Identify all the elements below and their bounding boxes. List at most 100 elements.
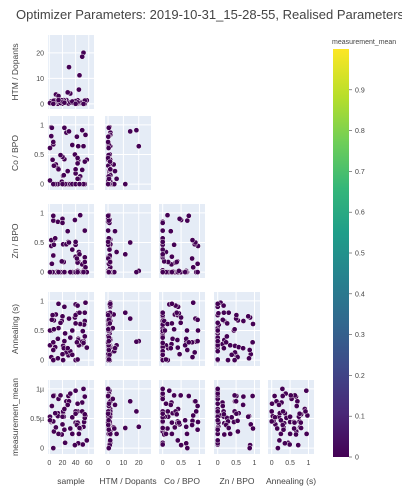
data-point bbox=[112, 402, 118, 408]
data-point bbox=[106, 351, 113, 358]
panel-r3-c0 bbox=[47, 292, 94, 366]
data-point bbox=[249, 339, 256, 346]
data-point bbox=[66, 128, 72, 135]
data-point bbox=[296, 410, 303, 417]
x-tick-label: 20 bbox=[59, 460, 67, 467]
data-point bbox=[81, 309, 88, 316]
data-point bbox=[112, 228, 118, 235]
data-point bbox=[194, 316, 201, 323]
data-point bbox=[184, 431, 190, 437]
data-point bbox=[55, 166, 62, 173]
data-point bbox=[228, 351, 235, 358]
data-point bbox=[69, 414, 76, 421]
data-point bbox=[50, 393, 57, 399]
data-point bbox=[214, 356, 221, 363]
colorbar-tick-label: 0.4 bbox=[355, 291, 365, 298]
data-point bbox=[268, 408, 275, 415]
data-point bbox=[240, 393, 247, 400]
data-point bbox=[173, 259, 180, 265]
data-point bbox=[55, 269, 62, 275]
data-point bbox=[47, 269, 53, 275]
data-point bbox=[81, 333, 88, 340]
data-point bbox=[159, 246, 166, 253]
data-point bbox=[79, 127, 86, 134]
data-point bbox=[49, 260, 55, 267]
data-point bbox=[61, 406, 68, 412]
data-point bbox=[245, 413, 252, 420]
data-point bbox=[169, 300, 175, 307]
data-point bbox=[176, 268, 182, 274]
data-point bbox=[246, 445, 253, 451]
data-point bbox=[279, 393, 286, 399]
data-point bbox=[49, 124, 55, 131]
data-point bbox=[194, 338, 201, 344]
data-point bbox=[107, 166, 114, 173]
data-point bbox=[105, 312, 111, 318]
data-point bbox=[195, 327, 201, 334]
data-point bbox=[159, 441, 166, 448]
data-point bbox=[82, 132, 89, 138]
data-point bbox=[69, 327, 76, 334]
data-point bbox=[51, 162, 57, 169]
data-point bbox=[55, 335, 61, 342]
y-tick-label: 0 bbox=[40, 270, 44, 277]
data-point bbox=[64, 402, 71, 408]
data-point bbox=[106, 320, 113, 327]
colorbar-tick-label: 0.3 bbox=[355, 332, 365, 339]
data-point bbox=[47, 145, 53, 151]
data-point bbox=[221, 309, 227, 316]
data-point bbox=[81, 227, 88, 234]
data-point bbox=[177, 319, 184, 326]
data-point bbox=[190, 264, 197, 271]
x-axis-title: Co / BPO bbox=[164, 476, 200, 486]
data-point bbox=[74, 339, 80, 346]
data-point bbox=[52, 235, 59, 242]
data-point bbox=[49, 403, 55, 409]
data-point bbox=[61, 269, 68, 275]
data-point bbox=[50, 139, 57, 145]
panel-r4-c3 bbox=[214, 380, 260, 454]
panel-r3-c1 bbox=[105, 292, 151, 366]
data-point bbox=[122, 251, 129, 258]
x-tick-label: 0 bbox=[106, 460, 110, 467]
data-point bbox=[66, 239, 72, 246]
data-point bbox=[169, 335, 176, 342]
data-point bbox=[122, 181, 129, 187]
data-point bbox=[74, 133, 80, 140]
colorbar-tick-label: 0.9 bbox=[355, 87, 365, 94]
data-point bbox=[61, 124, 68, 131]
data-point bbox=[127, 315, 134, 322]
x-tick-label: 0.5 bbox=[285, 460, 295, 467]
data-point bbox=[167, 402, 174, 408]
data-point bbox=[189, 422, 195, 428]
data-point bbox=[159, 309, 166, 316]
data-point bbox=[49, 312, 56, 318]
data-point bbox=[164, 212, 171, 219]
data-point bbox=[227, 342, 234, 349]
data-point bbox=[223, 339, 229, 346]
data-point bbox=[240, 402, 246, 408]
data-point bbox=[246, 355, 252, 362]
data-point bbox=[127, 239, 134, 246]
data-point bbox=[214, 417, 221, 424]
data-point bbox=[192, 398, 199, 405]
data-point bbox=[194, 260, 201, 267]
x-tick-label: 10 bbox=[120, 460, 128, 467]
data-point bbox=[193, 408, 200, 415]
data-point bbox=[50, 181, 57, 187]
data-point bbox=[173, 309, 180, 316]
y-tick-label: 0 bbox=[40, 358, 44, 365]
data-point bbox=[280, 426, 287, 433]
data-point bbox=[50, 217, 57, 224]
data-point bbox=[215, 310, 222, 317]
data-point bbox=[113, 431, 120, 437]
data-point bbox=[234, 417, 241, 424]
data-point bbox=[59, 313, 66, 320]
colorbar-gradient bbox=[333, 49, 349, 457]
data-point bbox=[195, 419, 201, 425]
data-point bbox=[61, 426, 68, 433]
colorbar-tick-label: 0 bbox=[355, 455, 359, 462]
panel-r3-c2 bbox=[159, 292, 205, 366]
data-point bbox=[159, 425, 166, 431]
